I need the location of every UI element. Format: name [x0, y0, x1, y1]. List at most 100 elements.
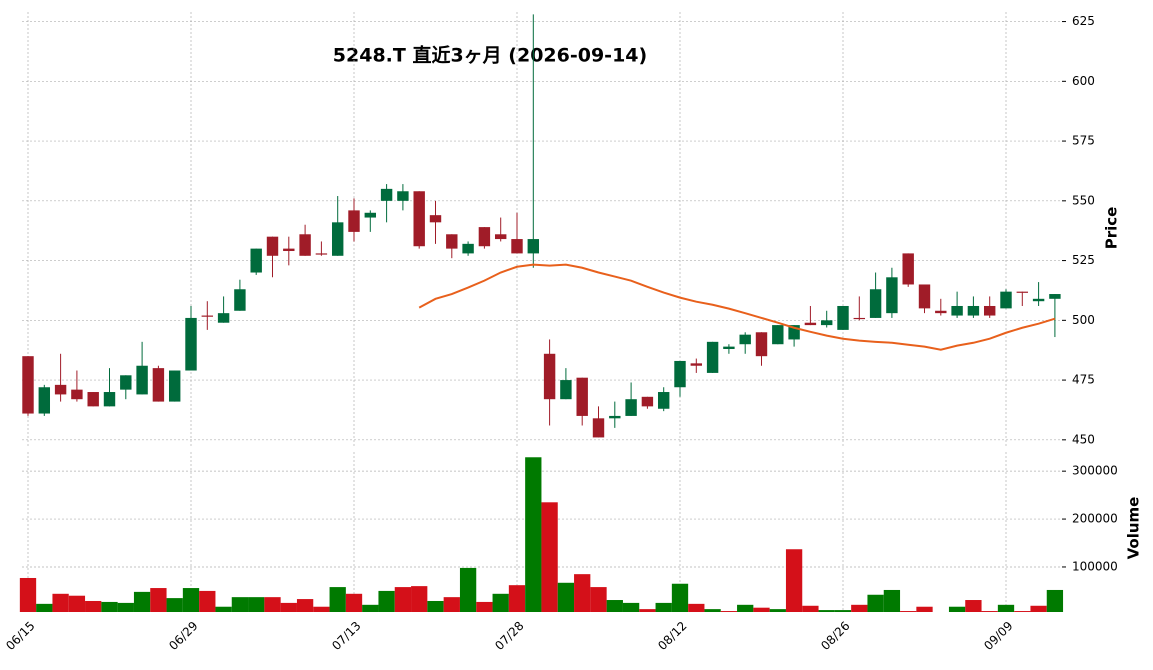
y-tick-label: 575 [1072, 134, 1095, 148]
candle-body [120, 375, 132, 390]
candle-body [283, 248, 295, 252]
candle-body [71, 389, 83, 400]
candle-body [576, 377, 588, 416]
candle-body [788, 325, 800, 340]
volume-bar [280, 602, 297, 612]
candle-body [315, 253, 328, 255]
candle-body [739, 334, 751, 345]
volume-bar [606, 600, 623, 612]
candle-body [429, 215, 442, 223]
candle-body [38, 387, 51, 414]
volume-bar [622, 602, 640, 612]
volume-bar [182, 588, 200, 612]
candle-body [983, 305, 996, 316]
y-tick-label: 450 [1072, 432, 1095, 446]
volume-bar [133, 591, 151, 612]
volume-bar [1014, 611, 1031, 612]
volume-bar [851, 604, 868, 612]
moving-average-line [418, 263, 1056, 351]
volume-bar [215, 606, 232, 612]
volume-bar [296, 599, 314, 612]
candle-body [609, 415, 621, 419]
volume-bar [199, 590, 216, 612]
candle-body [527, 239, 540, 254]
y-tick-label: 600 [1072, 74, 1095, 88]
volume-bar [688, 603, 705, 612]
candle-body [804, 322, 817, 326]
candle-body [951, 305, 963, 316]
volume-bar [85, 600, 102, 612]
x-tick-label: 09/09 [981, 619, 1015, 653]
candle-body [755, 332, 768, 357]
candle-body [772, 325, 784, 345]
volume-bar [818, 610, 835, 612]
candle-body [152, 368, 165, 402]
volume-tick-label: 100000 [1072, 559, 1118, 573]
candle-body [266, 236, 279, 256]
volume-bar [68, 595, 86, 612]
chart-title: 5248.T 直近3ヶ月 (2026-09-14) [333, 44, 647, 67]
candle-body [1016, 291, 1029, 293]
volume-bar [867, 594, 884, 612]
candle-body [690, 363, 703, 366]
candle-body [87, 392, 99, 407]
volume-bar [362, 604, 379, 612]
volume-bar [769, 609, 786, 612]
candle-body [592, 418, 605, 438]
volume-bar [248, 597, 265, 612]
candle-body [380, 188, 393, 201]
volume-bar [753, 607, 770, 612]
volume-bar [997, 604, 1015, 612]
x-tick-label: 06/15 [3, 619, 37, 653]
volume-bar [329, 587, 346, 612]
volume-bar [590, 587, 607, 612]
candle-body [217, 313, 230, 323]
y-tick-label: 475 [1072, 373, 1095, 387]
volume-bar [264, 597, 281, 612]
candle-body [397, 191, 409, 201]
volume-bar [166, 598, 183, 612]
candle-body [820, 320, 833, 326]
candle-body [918, 284, 931, 309]
candle-body [168, 370, 181, 402]
x-tick-label: 07/13 [329, 619, 363, 653]
volume-bar [378, 590, 395, 612]
candle-body [478, 227, 491, 247]
volume-bar [541, 502, 558, 612]
candle-body [935, 310, 947, 314]
candle-body [641, 396, 654, 407]
candle-body [54, 384, 67, 395]
volume-bar [802, 605, 819, 612]
volume-bar [1030, 605, 1047, 612]
y-tick-label: 625 [1072, 14, 1095, 28]
candle-body [494, 234, 507, 240]
candle-body [1000, 291, 1012, 309]
volume-bar [508, 585, 526, 612]
candle-body [674, 360, 686, 388]
candle-body [1049, 294, 1061, 299]
candle-body [511, 239, 523, 254]
volume-bar [720, 611, 738, 612]
candle-body [462, 243, 474, 254]
volume-bar [737, 604, 754, 612]
volume-bar [52, 593, 69, 612]
volume-bar [345, 593, 363, 612]
candle-body [250, 248, 262, 273]
volume-bar [19, 577, 37, 612]
candle-body [543, 353, 556, 400]
candle-body [723, 346, 735, 350]
volume-bar [443, 597, 460, 612]
candle-body [234, 289, 246, 311]
volume-bar [965, 600, 982, 612]
x-tick-label: 07/28 [492, 619, 526, 653]
volume-bar [785, 549, 803, 612]
y-tick-label: 500 [1072, 313, 1095, 327]
x-tick-label: 08/12 [655, 619, 689, 653]
volume-bar [394, 587, 412, 612]
volume-bar [459, 567, 477, 612]
volume-bar [36, 603, 53, 612]
candle-body [886, 277, 898, 314]
volume-bar [427, 600, 444, 612]
x-tick-label: 08/26 [818, 619, 852, 653]
